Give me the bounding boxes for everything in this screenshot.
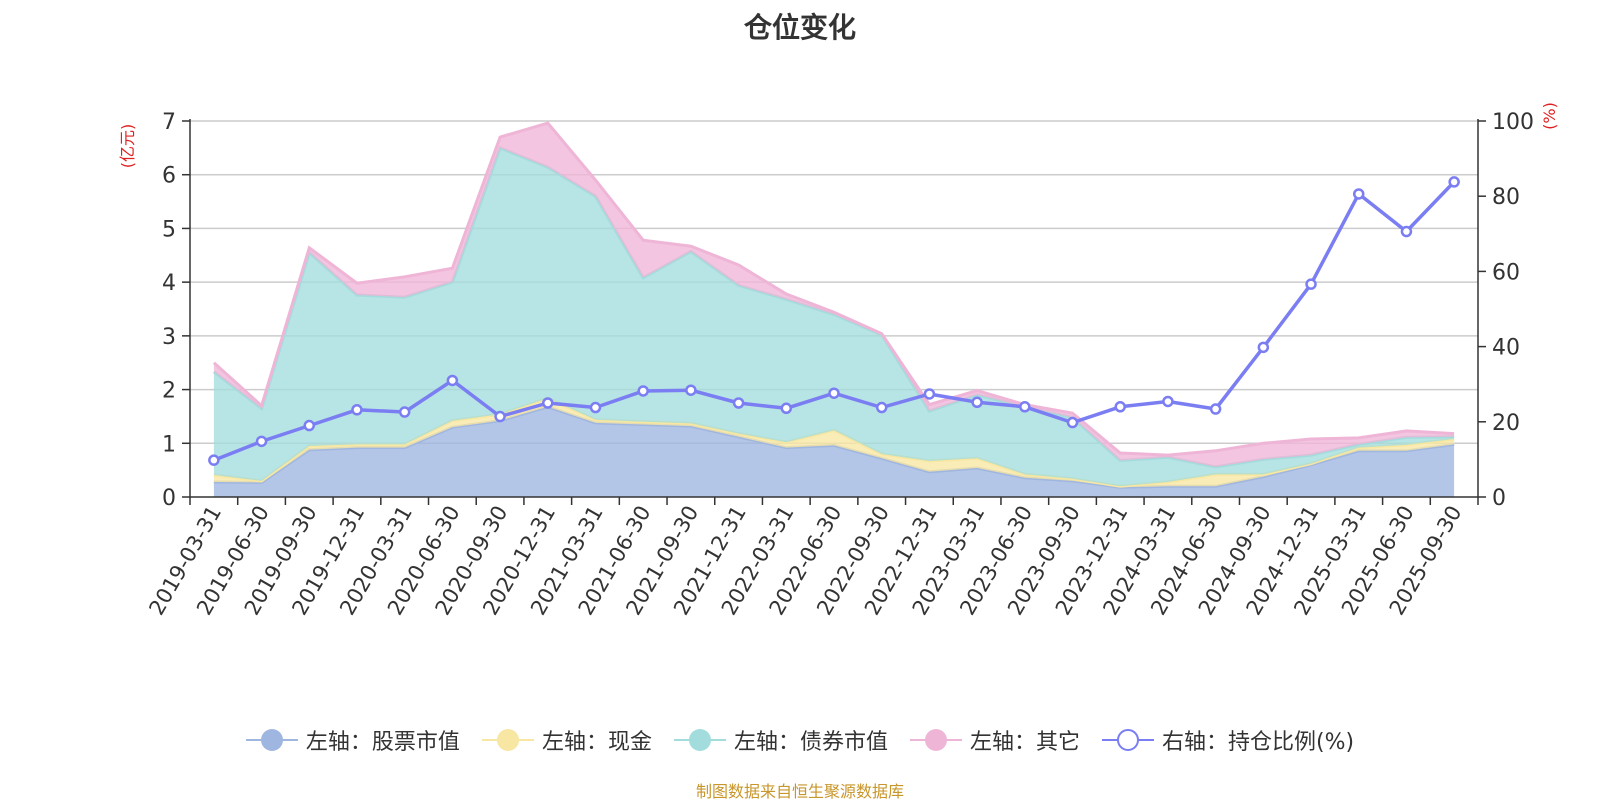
right-tick-label: 0 — [1492, 486, 1506, 511]
legend-item[interactable]: 左轴：其它 — [909, 724, 1080, 756]
legend-label: 左轴：股票市值 — [305, 730, 460, 755]
legend-symbol-icon — [1101, 728, 1154, 752]
right-tick-label: 40 — [1492, 336, 1520, 361]
ratio-point — [732, 397, 745, 409]
legend-item[interactable]: 左轴：现金 — [481, 724, 652, 756]
ratio-point — [1162, 395, 1174, 408]
ratio-point — [780, 402, 793, 415]
ratio-point — [1305, 278, 1317, 290]
area-edge-左轴：其它 — [212, 121, 1455, 457]
ratio-point — [255, 435, 268, 448]
ratio-point — [1257, 341, 1270, 354]
left-tick-label: 0 — [162, 486, 176, 511]
ratio-point — [208, 454, 220, 466]
left-tick-label: 3 — [162, 325, 176, 350]
left-tick-label: 4 — [162, 271, 176, 296]
area-左轴：债券市值 — [213, 147, 1455, 487]
legend-label: 右轴：持仓比例(%) — [1161, 730, 1355, 755]
left-tick-label: 5 — [162, 217, 176, 242]
ratio-point — [351, 404, 363, 416]
ratio-point — [1400, 225, 1413, 238]
ratio-point — [398, 406, 411, 418]
ratio-point — [446, 374, 459, 387]
ratio-point — [685, 384, 697, 396]
legend-symbol-icon — [673, 728, 726, 752]
legend-symbol-icon — [481, 728, 534, 752]
ratio-point — [875, 401, 888, 414]
legend-symbol-icon — [245, 728, 298, 752]
right-tick-label: 20 — [1492, 411, 1520, 436]
left-tick-label: 7 — [162, 110, 176, 135]
ratio-point — [1114, 401, 1126, 413]
ratio-point — [494, 410, 506, 423]
right-tick-label: 100 — [1492, 110, 1534, 135]
ratio-point — [637, 385, 649, 397]
area-左轴：现金 — [213, 398, 1455, 488]
right-tick-label: 60 — [1492, 260, 1520, 285]
ratio-point — [1066, 416, 1079, 429]
chart-title: 仓位变化 — [743, 11, 856, 44]
ratio-point — [1209, 403, 1222, 415]
left-tick-label: 6 — [162, 164, 176, 189]
left-tick-label: 1 — [162, 432, 176, 457]
left-tick-label: 2 — [162, 379, 176, 404]
ratio-point — [1019, 401, 1031, 413]
left-axis-unit: (亿元) — [118, 124, 137, 169]
ratio-point — [971, 396, 983, 408]
data-source-note: 制图数据来自恒生聚源数据库 — [695, 782, 904, 801]
ratio-point — [589, 401, 602, 414]
legend-symbol-icon — [909, 728, 962, 752]
area-左轴：股票市值 — [213, 406, 1455, 497]
ratio-point — [1448, 176, 1460, 188]
legend: 左轴：股票市值 左轴：现金 左轴：债券市值 左轴：其它 右轴：持仓比例(%) — [0, 724, 1600, 756]
legend-item[interactable]: 左轴：债券市值 — [673, 724, 888, 756]
right-axis-unit: (%) — [1540, 102, 1559, 130]
legend-item[interactable]: 右轴：持仓比例(%) — [1101, 724, 1355, 756]
legend-label: 左轴：其它 — [969, 730, 1080, 755]
legend-item[interactable]: 左轴：股票市值 — [245, 724, 460, 756]
stacked-areas — [212, 121, 1455, 497]
ratio-point — [1352, 188, 1365, 200]
ratio-point — [542, 397, 554, 409]
ratio-point — [923, 388, 936, 400]
ratio-line — [208, 176, 1460, 466]
legend-label: 左轴：现金 — [541, 730, 652, 755]
ratio-point — [303, 419, 316, 432]
ratio-point — [828, 387, 840, 399]
legend-label: 左轴：债券市值 — [733, 730, 888, 755]
right-tick-label: 80 — [1492, 185, 1520, 210]
